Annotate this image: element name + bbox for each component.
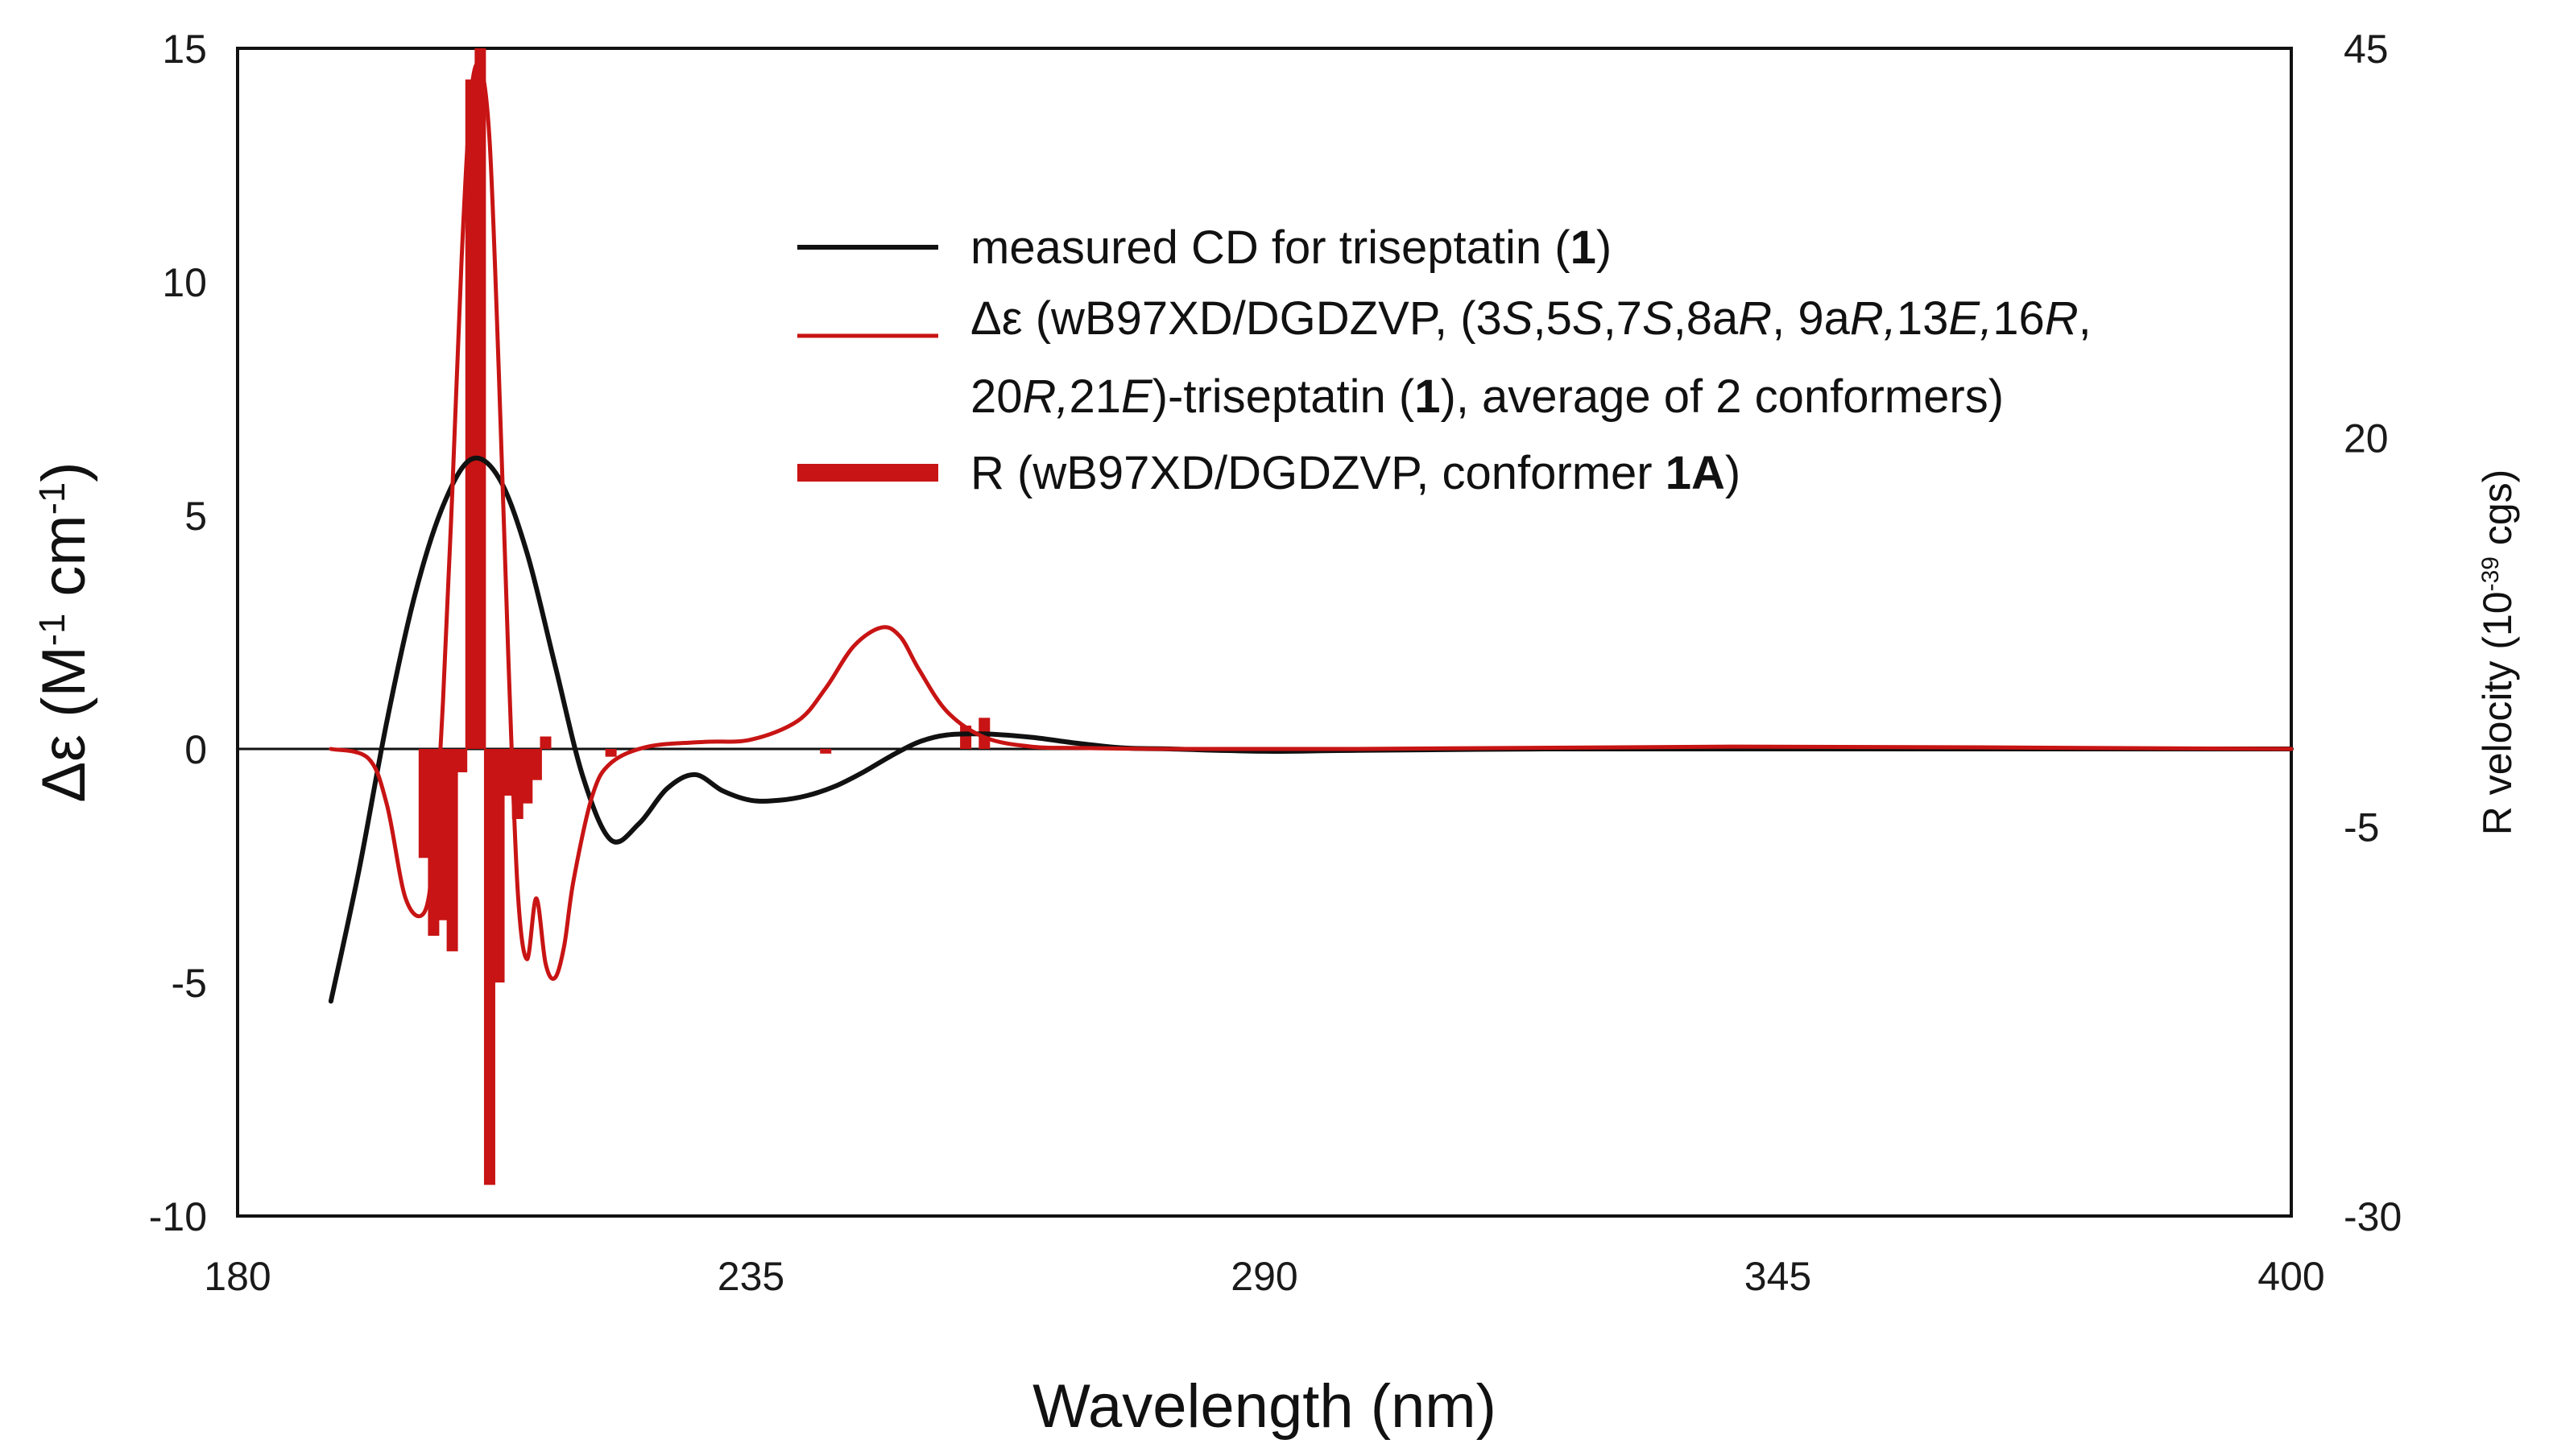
axis-title-part: cm	[30, 515, 98, 613]
rotatory-strength-stick	[465, 79, 477, 749]
legend-calculated-delta-epsilon-label: 20R,21E)-triseptatin (1), average of 2 c…	[970, 370, 2004, 423]
y-tick-label: 10	[162, 260, 207, 305]
rotatory-strength-stick	[521, 749, 533, 804]
x-tick-label: 290	[1231, 1254, 1297, 1299]
rotatory-strength-stick	[446, 749, 458, 952]
axis-title-part: R velocity (10	[2475, 591, 2520, 835]
axis-title-part: -39	[2477, 556, 2504, 591]
rotatory-strength-stick	[530, 749, 542, 780]
rotatory-strength-stick	[493, 749, 505, 982]
y-tick-label: 15	[162, 27, 207, 72]
x-axis-title: Wavelength (nm)	[1032, 1372, 1496, 1441]
legend-calculated-delta-epsilon-label: Δε (wB97XD/DGDZVP, (3S,5S,7S,8aR, 9aR,13…	[970, 292, 2092, 345]
rotatory-strength-stick	[605, 749, 617, 757]
legend: measured CD for triseptatin (1) Δε (wB97X…	[797, 221, 2092, 499]
plot-frame	[236, 47, 2293, 1218]
y2-tick-label: 45	[2344, 27, 2389, 72]
y-tick-label: -10	[149, 1194, 207, 1239]
tick-labels: 180 235 290 345 400 15 10 5 0 -5 -10 45 20 -5 -30	[149, 27, 2402, 1299]
x-tick-label: 400	[2257, 1254, 2324, 1299]
axis-title-part: )	[30, 461, 98, 482]
y-tick-label: 0	[184, 727, 207, 772]
series-layer	[328, 48, 2294, 1185]
y-tick-label: 5	[184, 494, 207, 539]
axis-title-part: -1	[31, 614, 72, 647]
y-tick-label: -5	[172, 961, 207, 1006]
rotatory-strength-stick	[437, 749, 449, 920]
rotatory-strength-stick	[483, 749, 495, 1185]
rotatory-strength-stick	[456, 749, 468, 772]
x-tick-label: 180	[204, 1254, 271, 1299]
rotatory-strength-stick	[820, 749, 832, 754]
measured-cd-line	[328, 455, 2294, 1004]
rotatory-strength-stick	[418, 749, 430, 858]
y2-tick-label: -5	[2344, 805, 2379, 850]
legend-rotatory-strength-label: R (wB97XD/DGDZVP, conformer 1A)	[970, 447, 1740, 499]
rotatory-strength-stick	[474, 48, 486, 749]
rotatory-strength-stick	[540, 736, 552, 749]
x-tick-label: 235	[718, 1254, 784, 1299]
calculated-delta-epsilon-line	[329, 61, 2294, 981]
y2-tick-label: 20	[2344, 416, 2389, 461]
x-tick-label: 345	[1744, 1254, 1811, 1299]
axis-title-part: cgs)	[2475, 469, 2520, 556]
y2-tick-label: -30	[2344, 1194, 2402, 1239]
legend-measured-cd-label: measured CD for triseptatin (1)	[970, 221, 1612, 274]
axis-title-part: Δε (M	[30, 646, 98, 802]
y2-axis-title: R velocity (10-39 cgs)	[2475, 469, 2520, 836]
y-axis-title: Δε (M-1 cm-1)	[30, 461, 98, 802]
axis-title-part: -1	[31, 482, 72, 515]
